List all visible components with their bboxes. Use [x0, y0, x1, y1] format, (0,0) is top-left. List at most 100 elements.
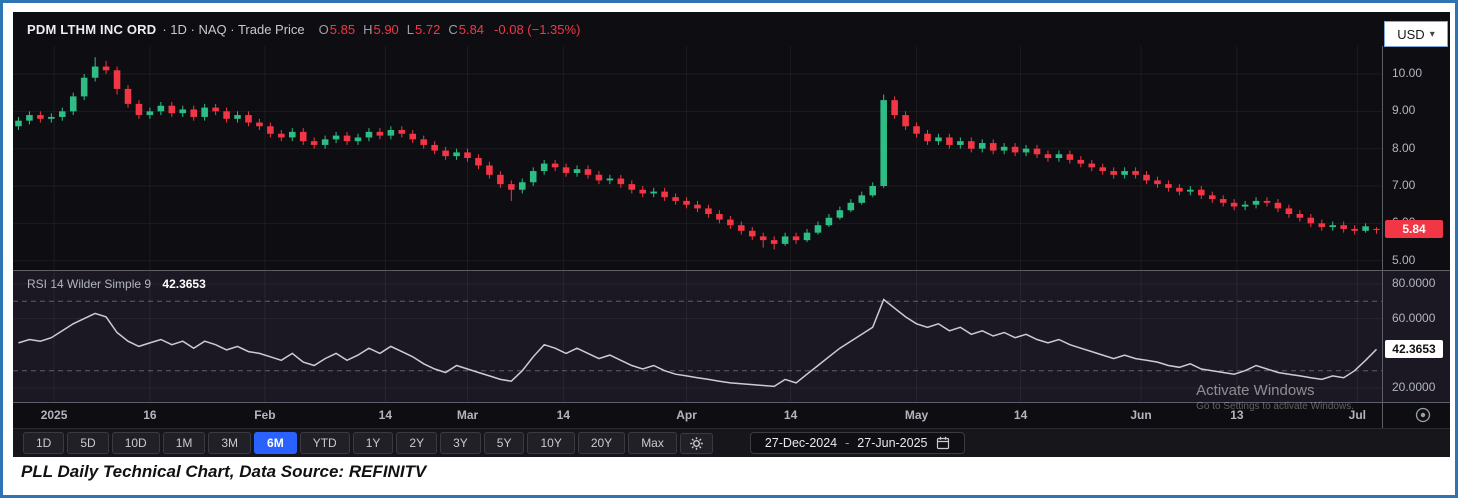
range-button-5y[interactable]: 5Y	[483, 432, 525, 454]
range-button-6m[interactable]: 6M	[254, 432, 297, 454]
currency-label: USD	[1397, 26, 1425, 42]
candle	[102, 66, 110, 71]
candle	[464, 152, 471, 158]
candlestick-chart[interactable]	[13, 46, 1382, 270]
candle	[157, 105, 165, 112]
candle	[573, 169, 581, 173]
candle	[727, 219, 734, 226]
pane-separator[interactable]	[13, 270, 1450, 271]
time-tick-label: Jun	[1130, 408, 1152, 422]
candle	[529, 171, 537, 183]
candle	[891, 100, 898, 116]
rsi-axis-label: 20.0000	[1392, 380, 1436, 395]
rsi-axis-label: 60.0000	[1392, 310, 1436, 325]
range-button-10d[interactable]: 10D	[111, 432, 160, 454]
range-button-3y[interactable]: 3Y	[440, 432, 481, 454]
rsi-chart-pane[interactable]: RSI 14 Wilder Simple 9 42.3653	[13, 270, 1382, 402]
candle	[650, 191, 657, 194]
candle	[924, 133, 931, 142]
change-readout: -0.08 (−1.35%)	[494, 21, 581, 37]
candle	[212, 107, 219, 112]
candle	[80, 77, 88, 97]
candle	[409, 133, 417, 140]
date-range-start: 27-Dec-2024	[764, 436, 838, 450]
axis-separator	[13, 402, 1450, 403]
range-button-max[interactable]: Max	[628, 432, 677, 454]
candle	[497, 174, 504, 185]
range-button-1m[interactable]: 1M	[162, 432, 206, 454]
range-button-1y[interactable]: 1Y	[352, 432, 394, 454]
high-value: 5.90	[373, 21, 399, 37]
range-button-1d[interactable]: 1D	[23, 432, 65, 454]
price-axis-label: 5.00	[1392, 252, 1416, 267]
time-axis[interactable]: 2025 16 Feb 14 Mar 14 Apr 14 May 14 Jun 13 Jul	[13, 402, 1450, 428]
candle	[1274, 202, 1282, 209]
range-button-20y[interactable]: 20Y	[577, 432, 626, 454]
candle	[1033, 148, 1041, 155]
range-button-3m[interactable]: 3M	[208, 432, 252, 454]
candle	[1296, 214, 1304, 218]
time-tick-label: 14	[1013, 408, 1028, 422]
rsi-axis[interactable]: 80.0000 60.0000 20.0000 42.3653	[1383, 270, 1450, 402]
time-tick-label: Feb	[254, 408, 276, 422]
candle	[376, 131, 384, 136]
candle	[518, 182, 526, 190]
time-tick-label: 16	[143, 408, 157, 422]
chart-app: PDM LTHM INC ORD · 1D · NAQ · Trade Pric…	[13, 12, 1450, 457]
candle	[69, 96, 77, 112]
candle	[716, 214, 723, 220]
candle	[267, 126, 274, 134]
range-buttons: 1D 5D 10D 1M 3M 6M YTD 1Y 2Y 3Y 5Y 10Y 20Y Max	[23, 432, 680, 454]
candle	[420, 139, 427, 145]
gear-icon	[690, 436, 703, 450]
candle	[989, 143, 997, 151]
candle	[398, 130, 406, 134]
candle	[858, 195, 866, 203]
price-axis[interactable]: 10.009.008.007.006.005.005.84	[1383, 46, 1450, 270]
symbol-title: PDM LTHM INC ORD	[27, 21, 157, 37]
candle	[902, 115, 909, 127]
candle	[453, 152, 460, 157]
candle	[1154, 180, 1161, 185]
candle	[1351, 228, 1358, 231]
range-button-10y[interactable]: 10Y	[527, 432, 575, 454]
candle	[661, 191, 668, 198]
candle	[968, 141, 975, 149]
price-axis-label: 7.00	[1392, 178, 1416, 192]
time-tick-label: 14	[378, 408, 393, 422]
candle	[354, 137, 362, 142]
candle	[1143, 174, 1150, 181]
price-chart-pane[interactable]	[13, 46, 1382, 270]
rsi-axis-label: 80.0000	[1392, 275, 1436, 290]
candle	[1110, 171, 1117, 175]
candle	[332, 135, 340, 140]
candle	[1000, 146, 1008, 151]
candle	[113, 70, 121, 89]
snapshot-icon[interactable]	[1403, 404, 1443, 426]
settings-button[interactable]	[679, 432, 713, 454]
range-button-5d[interactable]: 5D	[67, 432, 109, 454]
candle	[595, 174, 603, 181]
candle	[814, 225, 822, 233]
rsi-line-chart[interactable]	[13, 270, 1382, 402]
candle	[694, 204, 701, 209]
range-button-ytd[interactable]: YTD	[299, 432, 350, 454]
time-tick-label: 14	[783, 408, 798, 422]
candle	[781, 236, 789, 244]
time-tick-label: Mar	[456, 408, 479, 422]
candle	[1044, 154, 1052, 158]
candle	[1077, 159, 1085, 164]
range-button-2y[interactable]: 2Y	[396, 432, 438, 454]
candle	[146, 111, 154, 116]
chart-header: PDM LTHM INC ORD · 1D · NAQ · Trade Pric…	[13, 12, 1450, 46]
candle	[1088, 163, 1096, 168]
candle	[1165, 184, 1172, 188]
rsi-legend: RSI 14 Wilder Simple 9 42.3653	[27, 277, 206, 291]
currency-selector[interactable]: USD ▾	[1384, 21, 1448, 47]
date-range-picker[interactable]: 27-Dec-2024 - 27-Jun-2025	[749, 432, 965, 454]
candle	[836, 210, 844, 218]
candle	[343, 135, 351, 142]
candle	[1285, 208, 1293, 214]
candle	[617, 178, 625, 185]
